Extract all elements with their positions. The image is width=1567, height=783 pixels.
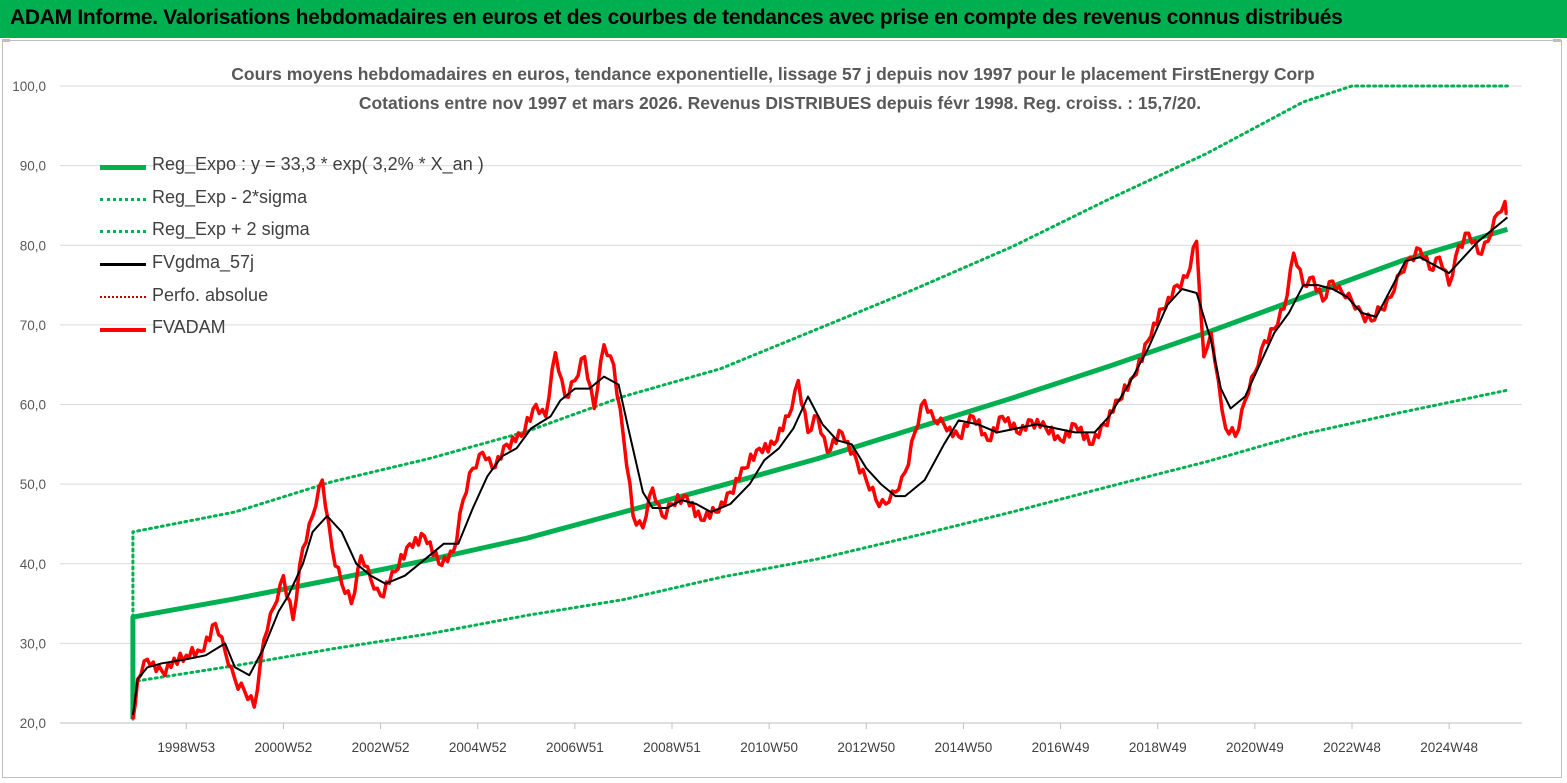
- x-tick-label: 2016W49: [1032, 740, 1090, 755]
- y-tick-label: 70,0: [20, 318, 46, 333]
- y-tick-label: 20,0: [20, 716, 46, 731]
- legend-label-reg-plus: Reg_Exp + 2 sigma: [152, 219, 310, 240]
- chart-frame: [2, 40, 1562, 778]
- x-tick-label: 2000W52: [255, 740, 313, 755]
- legend-swatch-reg-expo: [100, 165, 146, 170]
- series-line-reg-minus: [131, 388, 1509, 721]
- series-line-reg-expo: [130, 226, 1509, 719]
- legend-label-reg-minus: Reg_Exp - 2*sigma: [152, 186, 308, 207]
- legend-swatch-reg-plus: [100, 230, 146, 234]
- y-tick-label: 50,0: [20, 477, 46, 492]
- y-tick-label: 80,0: [20, 238, 46, 253]
- x-tick-label: 2004W52: [449, 740, 507, 755]
- x-tick-label: 2012W50: [837, 740, 895, 755]
- legend-swatch-fvgdma: [100, 263, 146, 267]
- legend-swatch-reg-minus: [100, 197, 146, 201]
- legend-label-fvgdma: FVgdma_57j: [152, 252, 255, 273]
- y-tick-label: 90,0: [20, 159, 46, 174]
- x-tick-label: 2008W51: [643, 740, 701, 755]
- x-tick-label: 2014W50: [935, 740, 993, 755]
- x-axis-ticks: 1998W53 2000W52 2002W52 2004W52 2006W51 2008W…: [157, 723, 1478, 755]
- legend-swatch-fvadam: [100, 328, 146, 333]
- y-tick-label: 30,0: [20, 636, 46, 651]
- chart-title: Cours moyens hebdomadaires en euros, ten…: [231, 64, 1314, 84]
- y-tick-label: 40,0: [20, 557, 46, 572]
- legend-swatch-perfo: [100, 295, 146, 298]
- x-tick-label: 2024W48: [1420, 740, 1478, 755]
- chart-subtitle: Cotations entre nov 1997 et mars 2026. R…: [359, 93, 1201, 113]
- series-line-reg-plus: [131, 84, 1509, 721]
- x-tick-label: 2002W52: [352, 740, 410, 755]
- series-line-fvgdma: [131, 216, 1509, 716]
- x-tick-label: 1998W53: [157, 740, 215, 755]
- x-tick-label: 2022W48: [1323, 740, 1381, 755]
- legend-label-perfo: Perfo. absolue: [152, 284, 269, 305]
- x-tick-label: 2010W50: [740, 740, 798, 755]
- y-tick-label: 100,0: [12, 79, 46, 94]
- x-tick-label: 2018W49: [1129, 740, 1187, 755]
- legend-label-fvadam: FVADAM: [152, 317, 226, 338]
- page-title: ADAM Informe. Valorisations hebdomadaire…: [10, 6, 1343, 29]
- series-lines: [130, 84, 1509, 721]
- y-tick-label: 60,0: [20, 398, 46, 413]
- header-banner: ADAM Informe. Valorisations hebdomadaire…: [0, 0, 1567, 38]
- legend-label-reg-expo: Reg_Expo : y = 33,3 * exp( 3,2% * X_an ): [152, 154, 484, 174]
- x-tick-label: 2006W51: [546, 740, 604, 755]
- x-tick-label: 2020W49: [1226, 740, 1284, 755]
- y-axis-ticks: 100,0 90,0 80,0 70,0 60,0 50,0 40,0 30,0 20,0: [12, 79, 46, 731]
